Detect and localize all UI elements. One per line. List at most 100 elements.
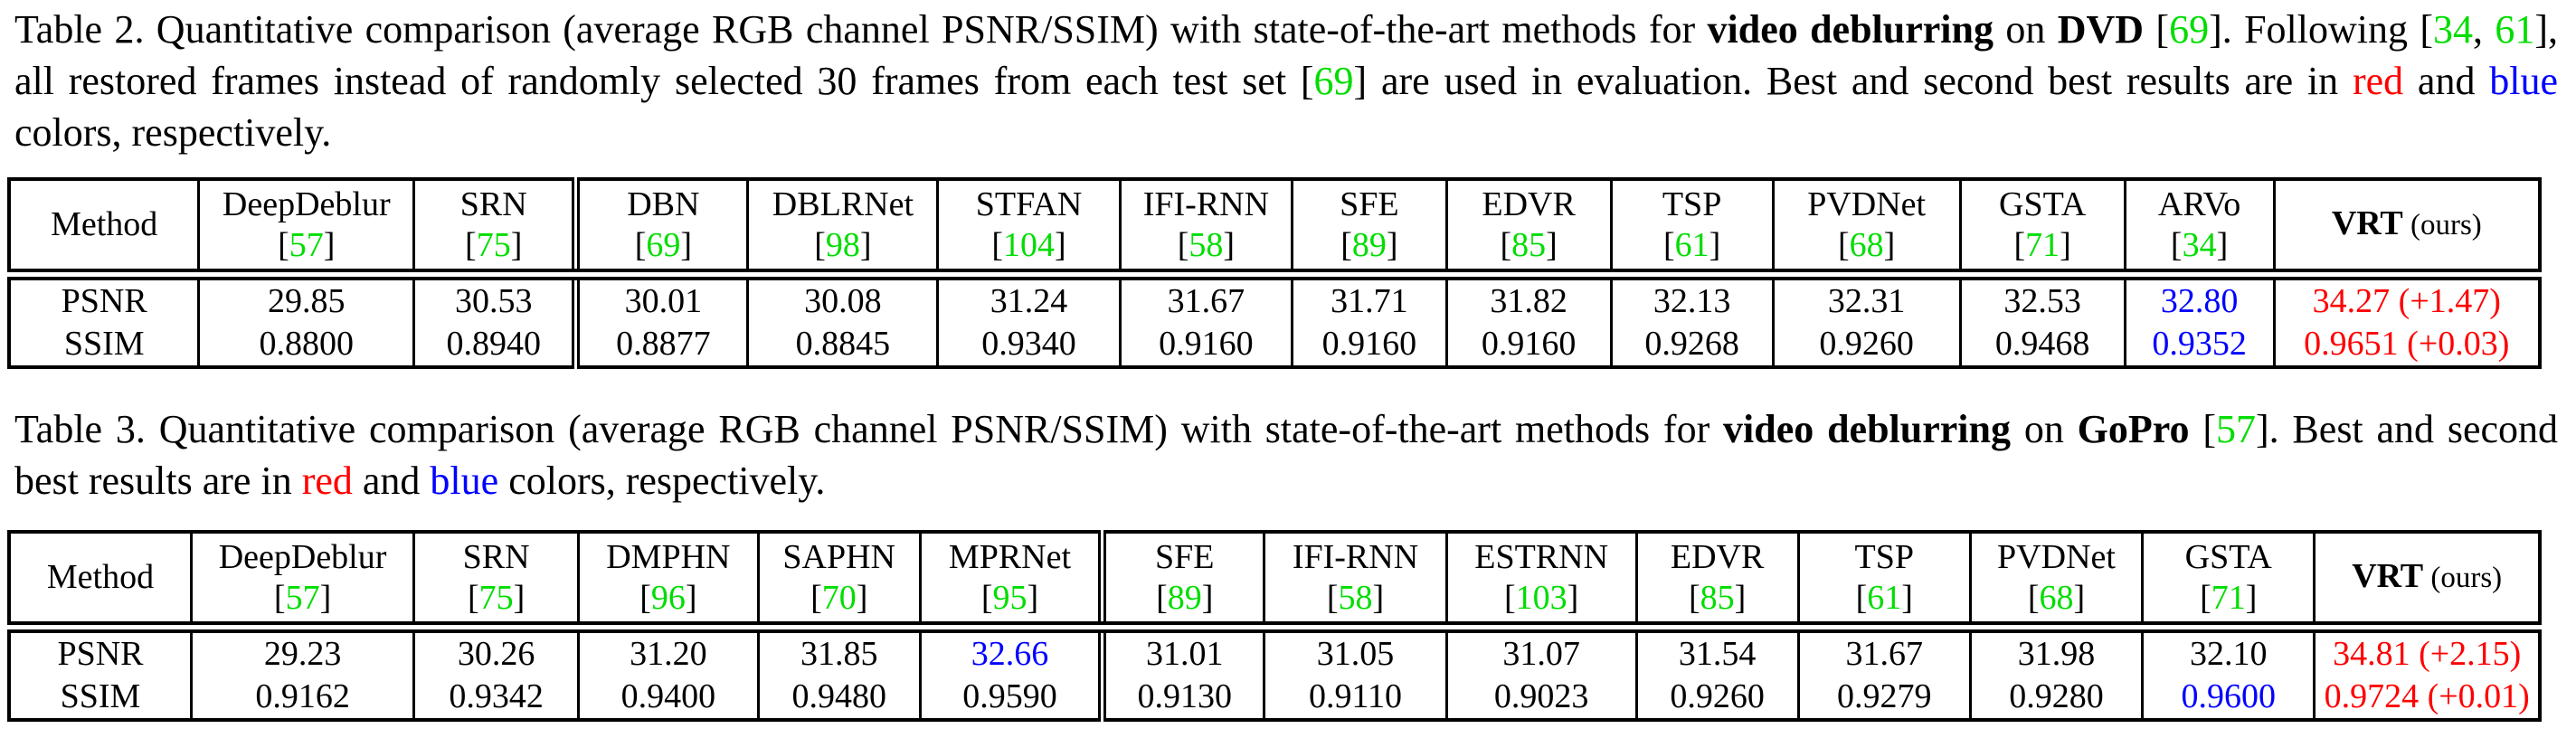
column-header-dbn: DBN [69]: [572, 179, 748, 280]
table3-container: Method DeepDeblur [57] SRN [75] DMPHN [96] SAPH…: [7, 530, 2542, 722]
ssim-value-gsta: 0.9600: [2141, 676, 2315, 720]
psnr-value-gsta: 32.53: [1958, 274, 2126, 323]
caption-text: ]. Following [: [2209, 7, 2433, 52]
citation-link[interactable]: 61: [2495, 7, 2535, 52]
column-header-edvr: EDVR [85]: [1444, 179, 1612, 280]
column-header-stfan: STFAN [104]: [936, 179, 1121, 280]
table-3-gopro-deblurring: Method DeepDeblur [57] SRN [75] DMPHN [96] SAPH…: [7, 530, 2542, 722]
column-header-saphn: SAPHN [70]: [756, 532, 921, 633]
citation-link[interactable]: 68: [2039, 578, 2074, 617]
psnr-value-dblrnet: 30.08: [746, 274, 938, 323]
citation-link[interactable]: 103: [1515, 578, 1567, 617]
ssim-value-srn: 0.9342: [412, 676, 579, 720]
ssim-value-estrnn: 0.9023: [1444, 676, 1637, 720]
caption-text: colors, respectively.: [14, 110, 332, 155]
method-citation: [58]: [1177, 225, 1236, 264]
psnr-value-gsta: 32.10: [2141, 627, 2315, 676]
column-header-vrt: VRT (ours): [2313, 532, 2540, 633]
caption-bold-text: video deblurring: [1723, 407, 2012, 451]
method-name: EDVR: [1670, 537, 1765, 576]
column-header-pvdnet: PVDNet [68]: [1968, 532, 2143, 633]
citation-link[interactable]: 61: [1674, 225, 1709, 264]
citation-link[interactable]: 69: [646, 225, 681, 264]
citation-link[interactable]: 95: [992, 578, 1028, 617]
citation-link[interactable]: 75: [478, 578, 514, 617]
citation-link[interactable]: 85: [1700, 578, 1735, 617]
citation-link[interactable]: 89: [1167, 578, 1202, 617]
citation-link[interactable]: 96: [650, 578, 686, 617]
ssim-value-srn: 0.8940: [412, 323, 576, 367]
citation-link[interactable]: 71: [2025, 225, 2060, 264]
metric-row-psnr: PSNR 29.85 30.53 30.01 30.08 31.24 31.67 31.71 3…: [9, 274, 2540, 323]
caption-text: and: [352, 459, 431, 503]
ssim-value-gsta: 0.9468: [1958, 323, 2126, 367]
column-header-dmphn: DMPHN [96]: [577, 532, 759, 633]
row-label-ssim: SSIM: [63, 325, 145, 363]
psnr-value-vrt: 34.81 (+2.15): [2313, 627, 2540, 676]
column-header-method: Method: [9, 179, 199, 280]
metric-row-ssim: SSIM 0.8800 0.8940 0.8877 0.8845 0.9340 0.9160…: [9, 323, 2540, 367]
citation-link[interactable]: 75: [476, 225, 511, 264]
method-name: SAPHN: [782, 537, 896, 576]
psnr-value-edvr: 31.82: [1444, 274, 1612, 323]
method-citation: [85]: [1500, 225, 1558, 264]
citation-link[interactable]: 68: [1849, 225, 1884, 264]
method-citation: [34]: [2170, 225, 2229, 264]
ssim-value-sfe: 0.9130: [1098, 676, 1264, 720]
column-header-deepdeblur: DeepDeblur [57]: [197, 179, 414, 280]
citation-link[interactable]: 70: [821, 578, 857, 617]
method-name: EDVR: [1482, 184, 1576, 223]
caption-bold-text: GoPro: [2077, 407, 2190, 451]
citation-link[interactable]: 57: [289, 225, 324, 264]
row-label-psnr: PSNR: [61, 282, 147, 320]
column-header-vrt: VRT (ours): [2272, 179, 2540, 280]
method-citation: [68]: [1837, 225, 1896, 264]
column-header-srn: SRN [75]: [412, 532, 579, 633]
citation-link[interactable]: 58: [1338, 578, 1373, 617]
metric-row-psnr: PSNR 29.23 30.26 31.20 31.85 32.66 31.01 31.05 3…: [9, 627, 2540, 676]
method-citation: [104]: [991, 225, 1066, 264]
citation-link[interactable]: 69: [1313, 59, 1354, 103]
citation-link[interactable]: 69: [2169, 7, 2210, 52]
citation-link[interactable]: 104: [1003, 225, 1056, 264]
citation-link[interactable]: 61: [1867, 578, 1902, 617]
method-name: ARVo: [2157, 184, 2241, 223]
citation-link[interactable]: 89: [1351, 225, 1387, 264]
ssim-value-stfan: 0.9340: [936, 323, 1121, 367]
method-citation: [98]: [814, 225, 872, 264]
citation-link[interactable]: 34: [2182, 225, 2217, 264]
method-citation: [75]: [467, 578, 526, 617]
column-header-ifi-rnn: IFI-RNN [58]: [1118, 179, 1293, 280]
method-citation: [85]: [1688, 578, 1747, 617]
ssim-value-edvr: 0.9260: [1634, 676, 1799, 720]
method-name: GSTA: [2184, 537, 2272, 576]
method-name: IFI-RNN: [1142, 184, 1270, 223]
citation-link[interactable]: 71: [2211, 578, 2246, 617]
psnr-value-srn: 30.26: [412, 627, 579, 676]
citation-link[interactable]: 57: [2215, 407, 2256, 451]
citation-link[interactable]: 85: [1511, 225, 1547, 264]
method-citation: [61]: [1662, 225, 1721, 264]
method-name: SFE: [1154, 537, 1215, 576]
method-name: STFAN: [975, 184, 1083, 223]
caption-second-word: blue: [430, 459, 499, 503]
method-citation: [89]: [1156, 578, 1214, 617]
psnr-value-pvdnet: 31.98: [1968, 627, 2143, 676]
psnr-value-tsp: 32.13: [1609, 274, 1774, 323]
ssim-value-dblrnet: 0.8845: [746, 323, 938, 367]
row-label-ssim: SSIM: [60, 677, 141, 715]
citation-link[interactable]: 34: [2433, 7, 2473, 52]
psnr-value-edvr: 31.54: [1634, 627, 1799, 676]
citation-link[interactable]: 58: [1189, 225, 1224, 264]
method-name: PVDNet: [1997, 537, 2116, 576]
method-name: TSP: [1854, 537, 1914, 576]
column-header-tsp: TSP [61]: [1796, 532, 1971, 633]
table-2-dvd-deblurring: Method DeepDeblur [57] SRN [75] DBN [69] DBLRNe…: [7, 177, 2542, 369]
method-citation: [96]: [639, 578, 697, 617]
citation-link[interactable]: 98: [825, 225, 860, 264]
citation-link[interactable]: 57: [285, 578, 320, 617]
psnr-value-mprnet: 32.66: [918, 627, 1103, 676]
ssim-value-tsp: 0.9279: [1796, 676, 1971, 720]
method-name: DMPHN: [606, 537, 731, 576]
ours-suffix: (ours): [2402, 209, 2482, 241]
